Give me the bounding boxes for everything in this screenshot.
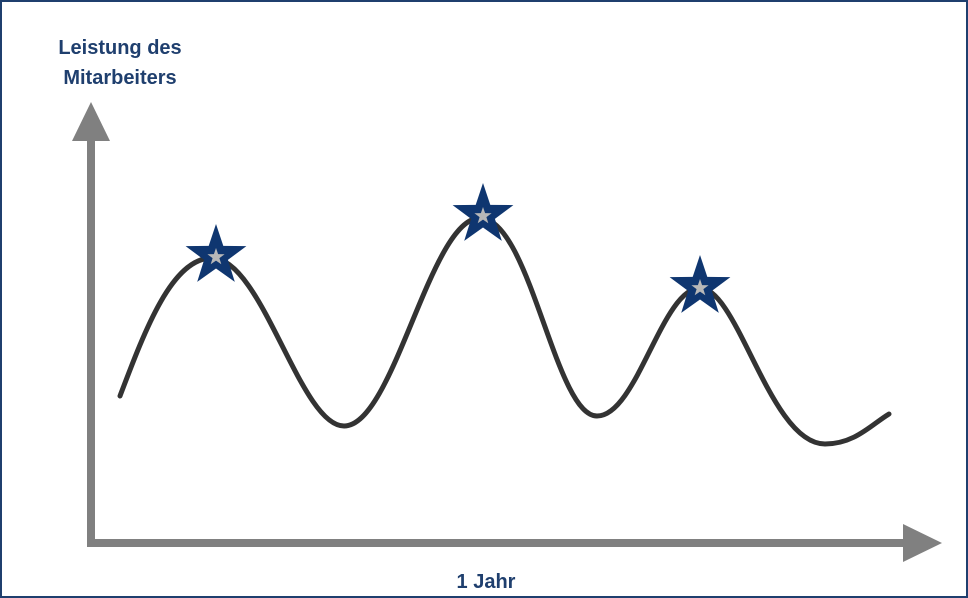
peak-star-marker-1: [185, 224, 247, 282]
y-axis-label-line-2: Mitarbeiters: [63, 67, 176, 89]
y-axis-arrowhead: [72, 102, 110, 141]
peak-star-marker-3: [669, 255, 731, 313]
star-highlight: [691, 279, 709, 296]
peak-star-marker-2: [452, 183, 514, 241]
x-axis-label: 1 Jahr: [457, 571, 516, 593]
y-axis-label-line-1: Leistung des: [58, 37, 181, 59]
x-axis-arrowhead: [903, 524, 942, 562]
star-highlight: [474, 207, 492, 224]
star-highlight: [207, 248, 225, 265]
performance-curve: [117, 215, 892, 447]
